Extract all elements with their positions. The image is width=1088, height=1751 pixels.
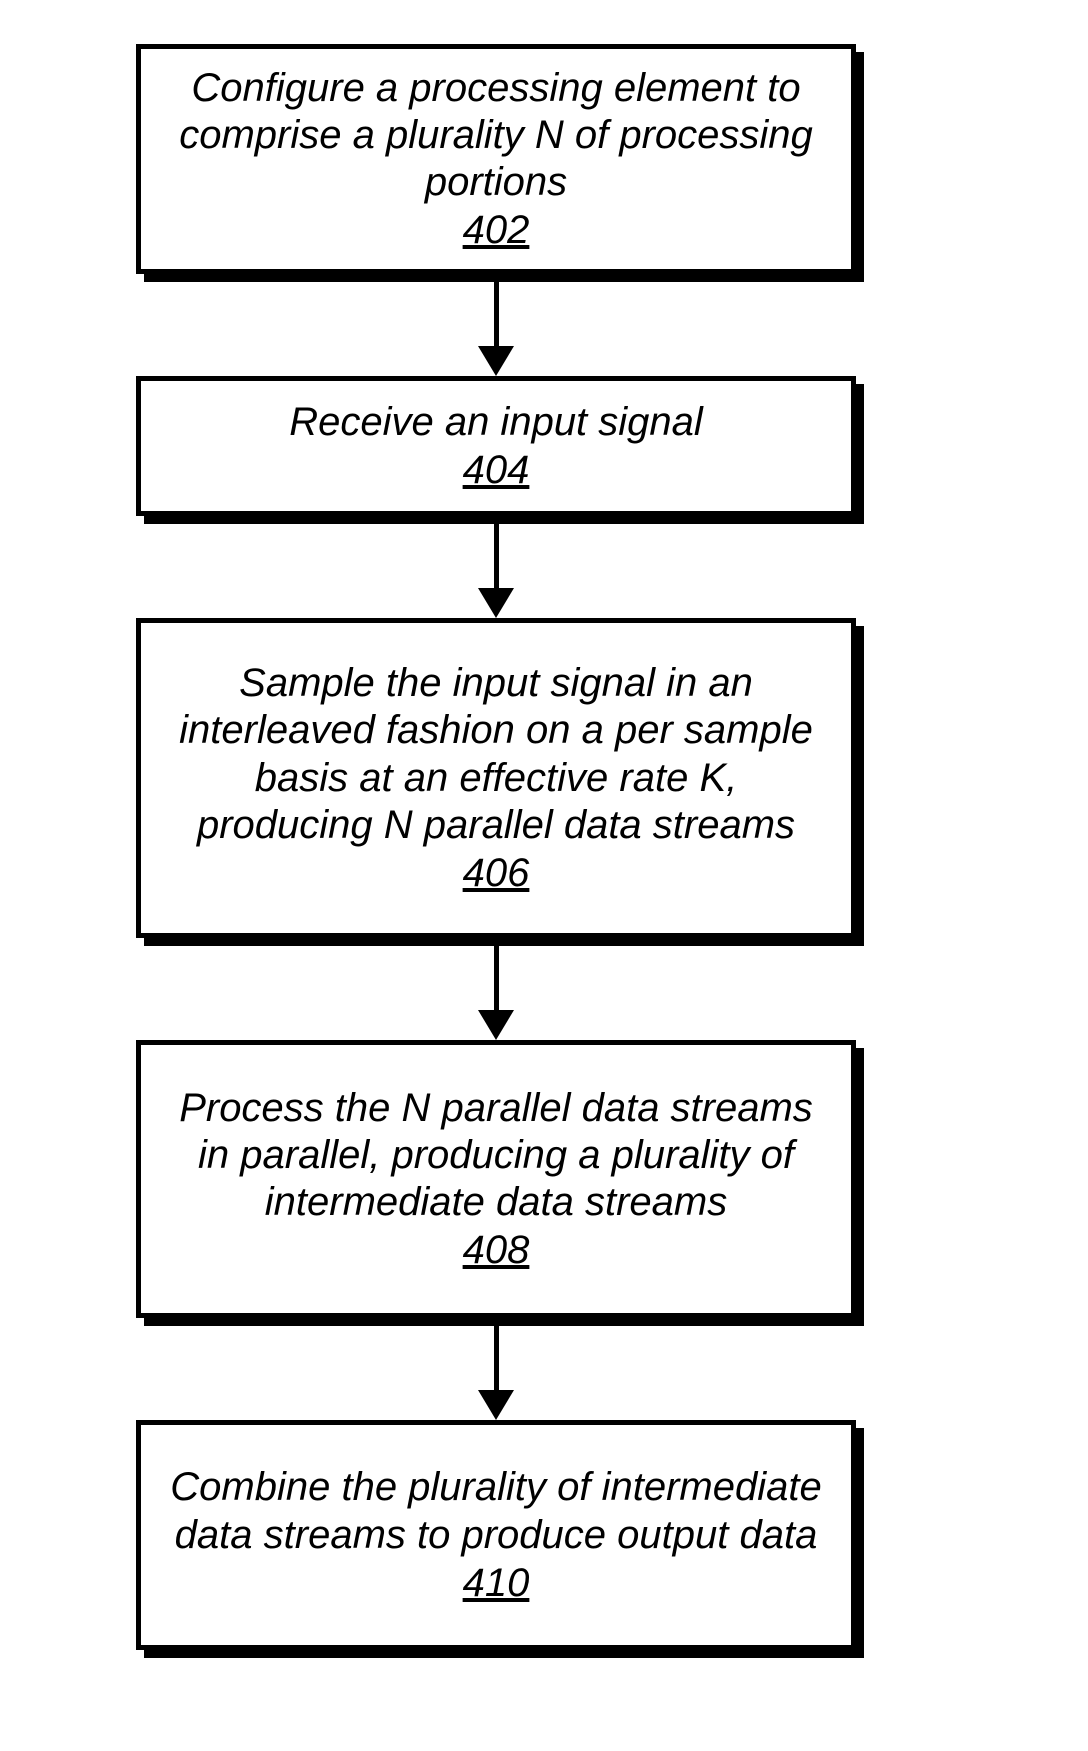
flowchart-node-text: Sample the input signal in an interleave… — [169, 660, 823, 849]
flowchart-arrow — [478, 274, 514, 376]
flowchart-arrow-head — [478, 1390, 514, 1420]
flowchart-container: Configure a processing element to compri… — [136, 0, 856, 1650]
flowchart-node-ref: 404 — [463, 448, 530, 493]
flowchart-node-text: Configure a processing element to compri… — [169, 65, 823, 207]
flowchart-arrow-head — [478, 1010, 514, 1040]
flowchart-node-ref: 410 — [463, 1561, 530, 1606]
flowchart-arrow — [478, 516, 514, 618]
flowchart-node: Configure a processing element to compri… — [136, 44, 856, 274]
flowchart-node-ref: 402 — [463, 208, 530, 253]
flowchart-arrow-line — [494, 516, 499, 588]
flowchart-arrow-line — [494, 274, 499, 346]
flowchart-arrow-line — [494, 1318, 499, 1390]
flowchart-node-text: Process the N parallel data streams in p… — [169, 1085, 823, 1227]
flowchart-node: Receive an input signal404 — [136, 376, 856, 516]
flowchart-node-text: Combine the plurality of intermediate da… — [169, 1464, 823, 1558]
flowchart-node-ref: 408 — [463, 1228, 530, 1273]
flowchart-arrow — [478, 1318, 514, 1420]
flowchart-node-ref: 406 — [463, 851, 530, 896]
flowchart-node-text: Receive an input signal — [289, 399, 703, 446]
flowchart-arrow — [478, 938, 514, 1040]
flowchart-arrow-line — [494, 938, 499, 1010]
flowchart-node: Sample the input signal in an interleave… — [136, 618, 856, 938]
flowchart-node: Combine the plurality of intermediate da… — [136, 1420, 856, 1650]
flowchart-node: Process the N parallel data streams in p… — [136, 1040, 856, 1318]
flowchart-arrow-head — [478, 588, 514, 618]
flowchart-arrow-head — [478, 346, 514, 376]
